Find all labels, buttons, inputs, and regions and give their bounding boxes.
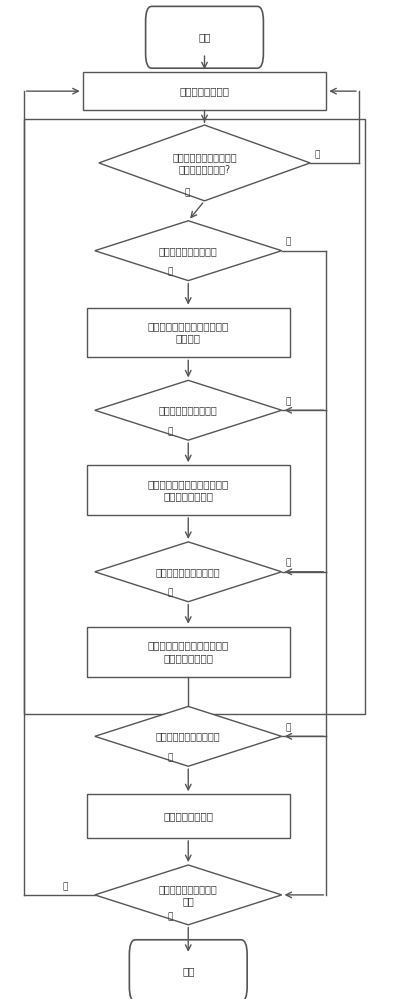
Text: 开始: 开始 (198, 32, 211, 42)
Bar (87, 465, 290, 515)
Text: 是否合理性校验规则？: 是否合理性校验规则？ (159, 246, 218, 256)
Text: 否: 否 (62, 882, 68, 891)
Polygon shape (95, 542, 282, 602)
Text: 否: 否 (286, 238, 291, 247)
Bar (87, 308, 290, 357)
Text: 根据灵活校验规则表达式，进
行数据一致性校验: 根据灵活校验规则表达式，进 行数据一致性校验 (148, 479, 229, 501)
Text: 根据固定校验规则表达式，进
行数据及时性校验: 根据固定校验规则表达式，进 行数据及时性校验 (148, 640, 229, 663)
Polygon shape (95, 865, 282, 925)
Polygon shape (95, 221, 282, 281)
Text: 判断系统时间，是否等于
任务执行时间要求?: 判断系统时间，是否等于 任务执行时间要求? (172, 152, 237, 174)
Text: 根据元数据定义，进行数据合
理性校验: 根据元数据定义，进行数据合 理性校验 (148, 321, 229, 344)
Text: 是否一致性校验规则？: 是否一致性校验规则？ (159, 405, 218, 415)
Polygon shape (95, 380, 282, 440)
Text: 生成消息发布任务: 生成消息发布任务 (163, 811, 213, 821)
FancyBboxPatch shape (146, 6, 263, 68)
Text: 否: 否 (314, 150, 319, 159)
Text: 是: 是 (184, 188, 189, 197)
Text: 结束: 结束 (182, 966, 195, 976)
Bar (87, 794, 290, 838)
Polygon shape (99, 125, 310, 201)
Text: 否: 否 (286, 723, 291, 732)
Bar (83, 72, 326, 110)
Bar (24, 119, 365, 714)
Text: 是: 是 (168, 912, 173, 921)
Text: 是: 是 (168, 589, 173, 598)
Text: 是: 是 (168, 753, 173, 762)
Text: 是否是最后一条校验任
务？: 是否是最后一条校验任 务？ (159, 884, 218, 906)
Text: 是: 是 (168, 427, 173, 436)
Text: 否: 否 (286, 397, 291, 406)
Text: 是否通知数据维护人员？: 是否通知数据维护人员？ (156, 731, 220, 741)
Text: 是: 是 (168, 268, 173, 277)
Text: 否: 否 (286, 559, 291, 568)
Text: 周期扫描所有任务: 周期扫描所有任务 (180, 86, 229, 96)
Bar (87, 627, 290, 677)
FancyBboxPatch shape (129, 940, 247, 1000)
Text: 是否及时性表达式校验？: 是否及时性表达式校验？ (156, 567, 220, 577)
Polygon shape (95, 706, 282, 766)
